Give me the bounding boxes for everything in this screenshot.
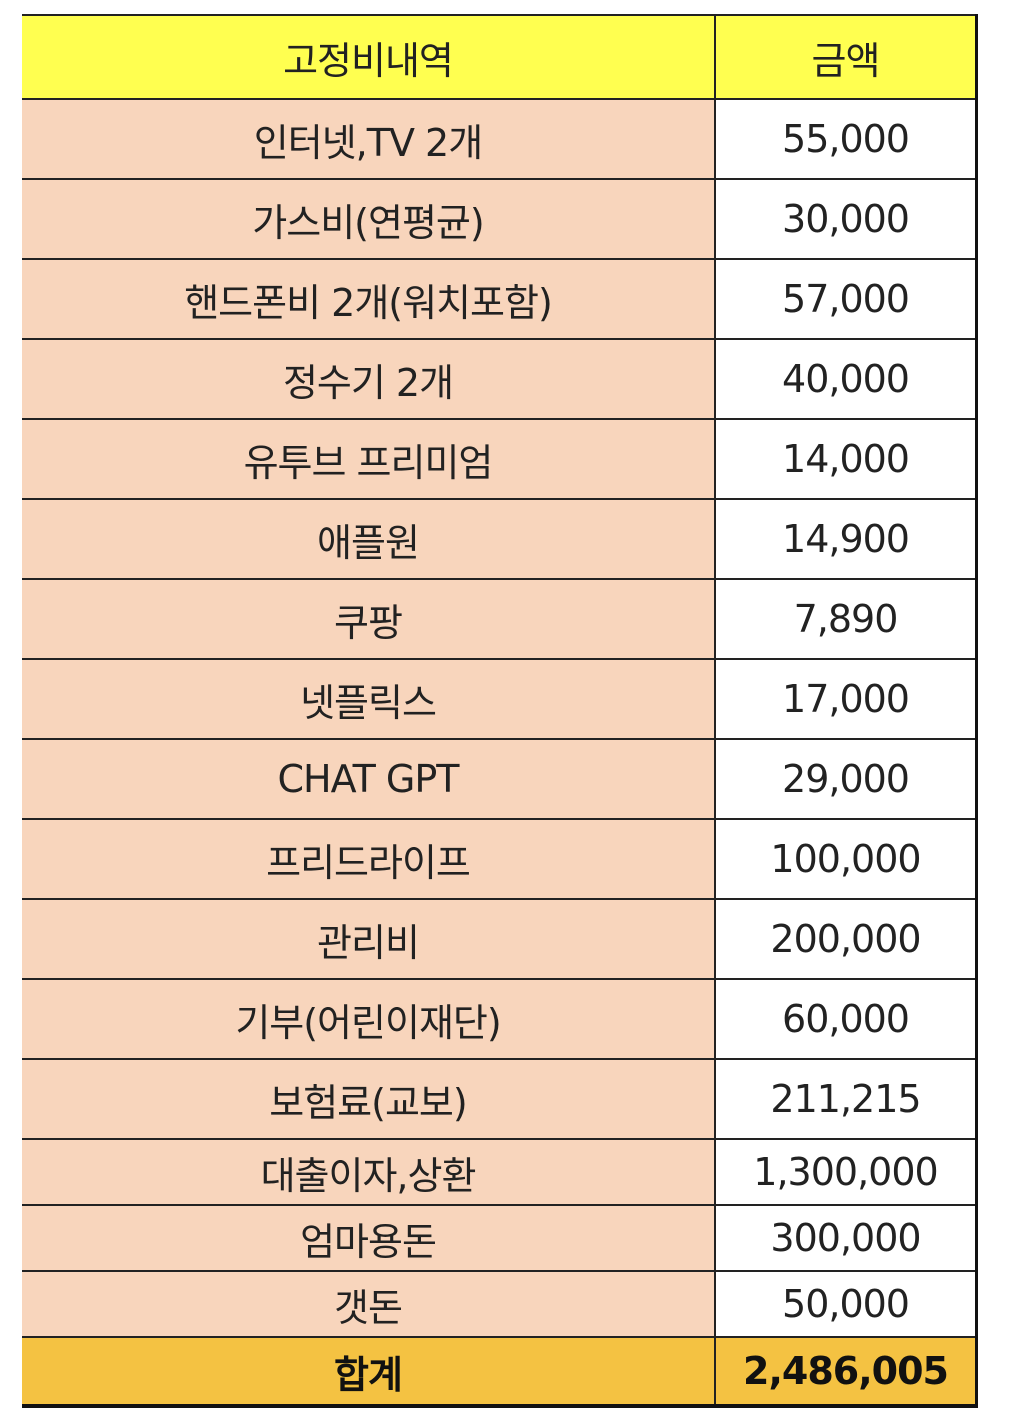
table-row: 가스비(연평균) 30,000 xyxy=(22,178,977,259)
table-row: 갯돈 50,000 xyxy=(22,1270,977,1337)
amount-cell: 60,000 xyxy=(715,978,977,1059)
fixed-expense-table: 고정비내역 금액 인터넷,TV 2개 55,000 가스비(연평균) 30,000 핸드… xyxy=(22,14,978,1408)
item-cell: 관리비 xyxy=(22,898,716,979)
table-row: 유투브 프리미엄 14,000 xyxy=(22,418,977,499)
amount-cell: 57,000 xyxy=(715,258,977,339)
table-row: 정수기 2개 40,000 xyxy=(22,338,977,419)
amount-cell: 14,000 xyxy=(715,418,977,499)
header-item: 고정비내역 xyxy=(22,14,716,99)
table-row: 핸드폰비 2개(워치포함) 57,000 xyxy=(22,258,977,339)
header-amount: 금액 xyxy=(715,14,977,99)
table-row: 프리드라이프 100,000 xyxy=(22,818,977,899)
item-cell: 인터넷,TV 2개 xyxy=(22,98,716,179)
item-cell: 보험료(교보) xyxy=(22,1058,716,1139)
amount-cell: 29,000 xyxy=(715,738,977,819)
item-cell: 넷플릭스 xyxy=(22,658,716,739)
table-row: 보험료(교보) 211,215 xyxy=(22,1058,977,1139)
table-row: CHAT GPT 29,000 xyxy=(22,738,977,819)
item-cell: 쿠팡 xyxy=(22,578,716,659)
item-cell: 기부(어린이재단) xyxy=(22,978,716,1059)
amount-cell: 300,000 xyxy=(715,1204,977,1271)
table-row: 인터넷,TV 2개 55,000 xyxy=(22,98,977,179)
table-row: 애플원 14,900 xyxy=(22,498,977,579)
table-row: 쿠팡 7,890 xyxy=(22,578,977,659)
amount-cell: 14,900 xyxy=(715,498,977,579)
amount-cell: 17,000 xyxy=(715,658,977,739)
table-row: 관리비 200,000 xyxy=(22,898,977,979)
amount-cell: 1,300,000 xyxy=(715,1138,977,1205)
header-row: 고정비내역 금액 xyxy=(22,14,977,99)
amount-cell: 100,000 xyxy=(715,818,977,899)
item-cell: 애플원 xyxy=(22,498,716,579)
item-cell: 가스비(연평균) xyxy=(22,178,716,259)
amount-cell: 211,215 xyxy=(715,1058,977,1139)
total-label: 합계 xyxy=(22,1336,716,1406)
item-cell: 핸드폰비 2개(워치포함) xyxy=(22,258,716,339)
item-cell: 프리드라이프 xyxy=(22,818,716,899)
item-cell: 정수기 2개 xyxy=(22,338,716,419)
item-cell: 대출이자,상환 xyxy=(22,1138,716,1205)
total-amount: 2,486,005 xyxy=(715,1336,977,1406)
item-cell: 엄마용돈 xyxy=(22,1204,716,1271)
table-row: 기부(어린이재단) 60,000 xyxy=(22,978,977,1059)
amount-cell: 200,000 xyxy=(715,898,977,979)
item-cell: 갯돈 xyxy=(22,1270,716,1337)
amount-cell: 40,000 xyxy=(715,338,977,419)
table-row: 대출이자,상환 1,300,000 xyxy=(22,1138,977,1205)
amount-cell: 30,000 xyxy=(715,178,977,259)
table-row: 엄마용돈 300,000 xyxy=(22,1204,977,1271)
amount-cell: 7,890 xyxy=(715,578,977,659)
item-cell: 유투브 프리미엄 xyxy=(22,418,716,499)
total-row: 합계 2,486,005 xyxy=(22,1336,977,1406)
table-row: 넷플릭스 17,000 xyxy=(22,658,977,739)
amount-cell: 55,000 xyxy=(715,98,977,179)
amount-cell: 50,000 xyxy=(715,1270,977,1337)
item-cell: CHAT GPT xyxy=(22,738,716,819)
